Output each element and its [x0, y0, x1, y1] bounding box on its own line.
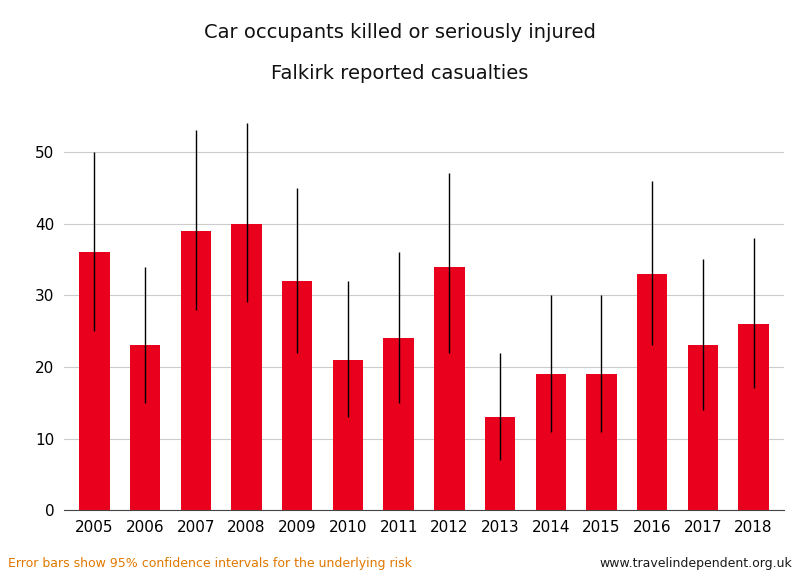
- Bar: [282, 281, 313, 510]
- Bar: [130, 346, 160, 510]
- Bar: [434, 267, 465, 510]
- Bar: [231, 223, 262, 510]
- Text: Error bars show 95% confidence intervals for the underlying risk: Error bars show 95% confidence intervals…: [8, 557, 412, 570]
- Text: Falkirk reported casualties: Falkirk reported casualties: [271, 64, 529, 83]
- Bar: [383, 338, 414, 510]
- Bar: [181, 231, 211, 510]
- Text: www.travelindependent.org.uk: www.travelindependent.org.uk: [599, 557, 792, 570]
- Bar: [688, 346, 718, 510]
- Bar: [79, 252, 110, 510]
- Text: Car occupants killed or seriously injured: Car occupants killed or seriously injure…: [204, 23, 596, 42]
- Bar: [738, 324, 769, 510]
- Bar: [333, 360, 363, 510]
- Bar: [485, 417, 515, 510]
- Bar: [535, 374, 566, 510]
- Bar: [637, 274, 667, 510]
- Bar: [586, 374, 617, 510]
